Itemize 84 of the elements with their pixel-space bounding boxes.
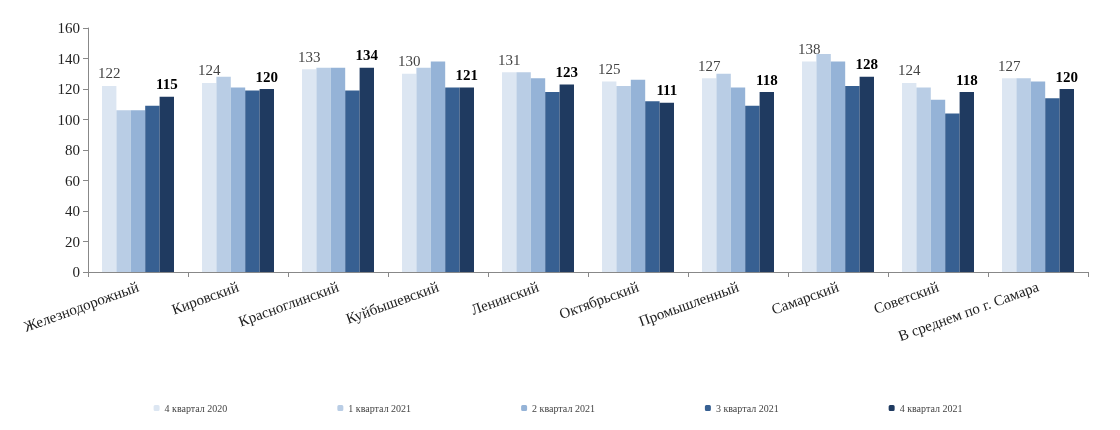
data-label: 111 — [656, 82, 678, 99]
bar — [859, 76, 874, 272]
data-label: 128 — [855, 56, 879, 73]
legend-label: 3 квартал 2021 — [715, 402, 779, 414]
y-tick-label: 100 — [57, 111, 80, 128]
data-label: 123 — [555, 63, 579, 80]
data-label: 127 — [997, 57, 1021, 74]
bar — [916, 87, 931, 272]
bar — [230, 87, 246, 272]
data-label: 115 — [155, 76, 178, 93]
bar — [930, 99, 946, 272]
bar — [645, 101, 660, 272]
legend-label: 2 квартал 2021 — [532, 402, 595, 414]
data-label: 138 — [797, 41, 821, 58]
bar — [602, 81, 617, 272]
y-tick-label: 140 — [57, 50, 80, 67]
y-tick-label: 120 — [57, 81, 80, 97]
bar — [330, 67, 346, 272]
bar — [745, 105, 760, 272]
y-tick-label: 20 — [65, 233, 80, 250]
bar — [116, 110, 131, 272]
data-label: 133 — [297, 48, 321, 65]
bar — [359, 67, 374, 272]
legend-label: 4 квартал 2020 — [164, 402, 228, 414]
bar — [816, 53, 831, 272]
data-label: 120 — [1055, 68, 1079, 85]
bar — [345, 90, 360, 272]
bar — [1059, 89, 1074, 272]
bar — [1045, 98, 1060, 272]
y-tick-label: 160 — [57, 20, 80, 36]
bar — [616, 85, 631, 272]
bar — [259, 89, 274, 272]
bar — [902, 82, 917, 272]
bar — [559, 84, 574, 272]
data-label: 134 — [355, 47, 379, 64]
data-label: 121 — [455, 66, 479, 83]
y-tick-label: 40 — [65, 203, 80, 219]
bar — [302, 69, 317, 272]
bar — [630, 79, 646, 272]
data-label: 131 — [497, 51, 521, 68]
bar — [502, 72, 517, 272]
bar — [430, 61, 446, 272]
data-label: 118 — [755, 71, 778, 88]
bar — [845, 85, 860, 272]
bar — [959, 92, 974, 272]
bar — [1016, 78, 1031, 272]
y-tick-label: 80 — [65, 142, 80, 158]
y-tick-label: 60 — [65, 172, 80, 189]
data-label: 127 — [697, 57, 721, 74]
bar — [802, 61, 817, 272]
bar — [145, 105, 160, 272]
data-label: 124 — [197, 62, 221, 79]
bar — [716, 73, 731, 272]
data-label: 124 — [897, 62, 921, 79]
bar — [545, 92, 560, 272]
bar — [316, 67, 331, 272]
bar — [416, 67, 431, 272]
bar — [245, 90, 260, 272]
bar — [459, 87, 474, 272]
legend-label: 4 квартал 2021 — [899, 402, 963, 414]
bar — [202, 82, 217, 272]
bar — [516, 72, 531, 272]
bar — [402, 73, 417, 272]
bar — [445, 87, 460, 272]
bar — [830, 61, 846, 272]
bar — [759, 92, 774, 272]
bar — [159, 96, 174, 272]
data-label: 122 — [97, 65, 121, 82]
bar — [659, 102, 674, 272]
bar — [1030, 81, 1046, 272]
bar — [730, 87, 746, 272]
bar — [945, 113, 960, 272]
bar — [702, 78, 717, 272]
bar — [102, 85, 117, 272]
bar — [1002, 78, 1017, 272]
bar — [530, 78, 546, 272]
bar — [130, 110, 146, 272]
legend-label: 1 квартал 2021 — [348, 402, 412, 414]
data-label: 118 — [955, 71, 978, 88]
data-label: 130 — [397, 53, 421, 70]
bar — [216, 76, 231, 272]
data-label: 120 — [255, 68, 279, 85]
y-tick-label: 0 — [72, 264, 80, 280]
data-label: 125 — [597, 60, 621, 77]
